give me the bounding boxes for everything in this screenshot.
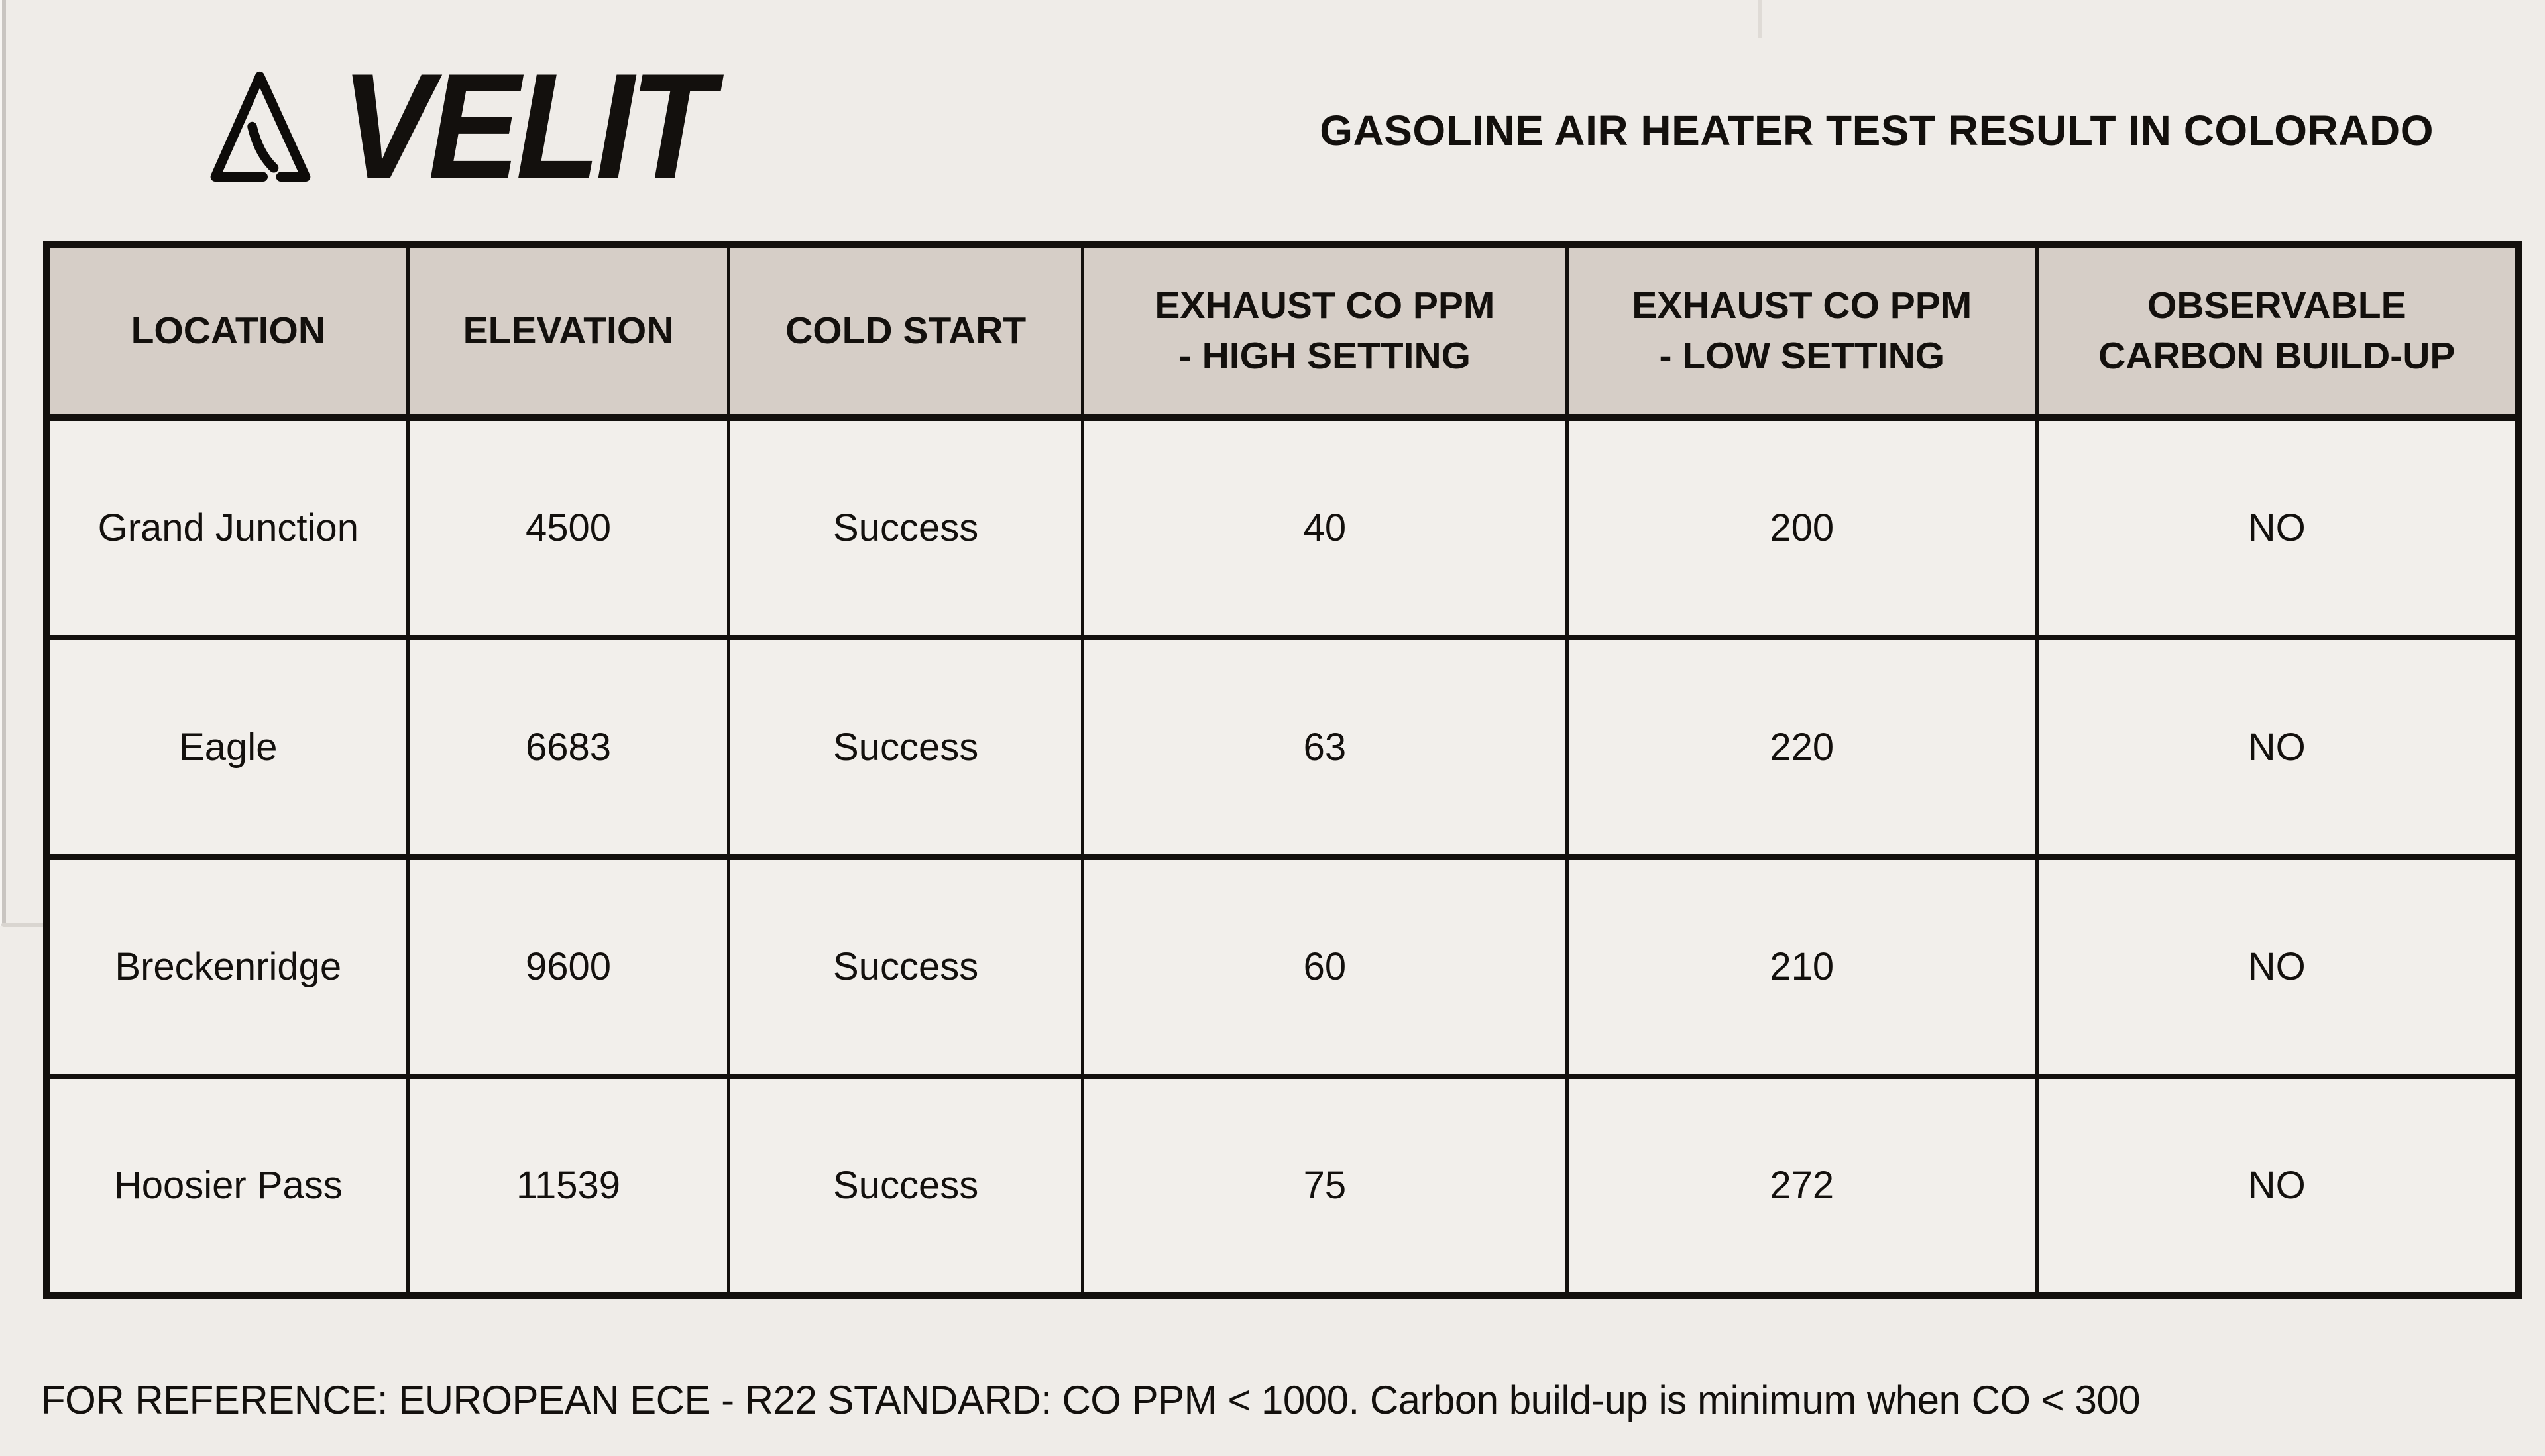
triangle-mountain-icon <box>210 71 311 182</box>
table-row: Eagle 6683 Success 63 220 NO <box>46 634 2519 857</box>
column-header-carbon-buildup: OBSERVABLE CARBON BUILD-UP <box>2035 244 2519 421</box>
reference-note: FOR REFERENCE: EUROPEAN ECE - R22 STANDA… <box>41 1378 2141 1422</box>
cell-location: Breckenridge <box>46 854 408 1076</box>
cell-elevation: 4500 <box>406 415 729 638</box>
column-header-cold-start: COLD START <box>727 244 1083 421</box>
cell-carbon-buildup: NO <box>2035 1073 2519 1296</box>
column-header-co-high: EXHAUST CO PPM - HIGH SETTING <box>1080 244 1567 421</box>
velit-logo: VELIT <box>196 51 742 201</box>
cell-carbon-buildup: NO <box>2035 854 2519 1076</box>
table-header-row: LOCATION ELEVATION COLD START EXHAUST CO… <box>46 244 2519 421</box>
table-row: Breckenridge 9600 Success 60 210 NO <box>46 854 2519 1076</box>
test-results-table: LOCATION ELEVATION COLD START EXHAUST CO… <box>43 241 2522 1299</box>
cell-cold-start: Success <box>727 415 1083 638</box>
cell-co-low: 210 <box>1565 854 2037 1076</box>
cell-cold-start: Success <box>727 854 1083 1076</box>
cell-location: Grand Junction <box>46 415 408 638</box>
page-title: GASOLINE AIR HEATER TEST RESULT IN COLOR… <box>1320 107 2434 154</box>
column-header-location: LOCATION <box>46 244 408 421</box>
cell-location: Hoosier Pass <box>46 1073 408 1296</box>
cell-carbon-buildup: NO <box>2035 415 2519 638</box>
cell-co-high: 75 <box>1080 1073 1567 1296</box>
table-row: Grand Junction 4500 Success 40 200 NO <box>46 415 2519 638</box>
column-header-elevation: ELEVATION <box>406 244 729 421</box>
scan-edge-line-top <box>1758 0 1762 38</box>
cell-cold-start: Success <box>727 1073 1083 1296</box>
cell-co-low: 200 <box>1565 415 2037 638</box>
scan-edge-line-left <box>0 0 8 926</box>
cell-co-high: 63 <box>1080 634 1567 857</box>
table-row: Hoosier Pass 11539 Success 75 272 NO <box>46 1073 2519 1296</box>
cell-carbon-buildup: NO <box>2035 634 2519 857</box>
cell-location: Eagle <box>46 634 408 857</box>
cell-elevation: 6683 <box>406 634 729 857</box>
column-header-co-low: EXHAUST CO PPM - LOW SETTING <box>1565 244 2037 421</box>
cell-cold-start: Success <box>727 634 1083 857</box>
cell-elevation: 11539 <box>406 1073 729 1296</box>
cell-co-low: 272 <box>1565 1073 2037 1296</box>
cell-co-high: 40 <box>1080 415 1567 638</box>
cell-co-low: 220 <box>1565 634 2037 857</box>
cell-elevation: 9600 <box>406 854 729 1076</box>
cell-co-high: 60 <box>1080 854 1567 1076</box>
brand-wordmark: VELIT <box>341 42 714 209</box>
scan-edge-line-tail <box>1 923 62 927</box>
